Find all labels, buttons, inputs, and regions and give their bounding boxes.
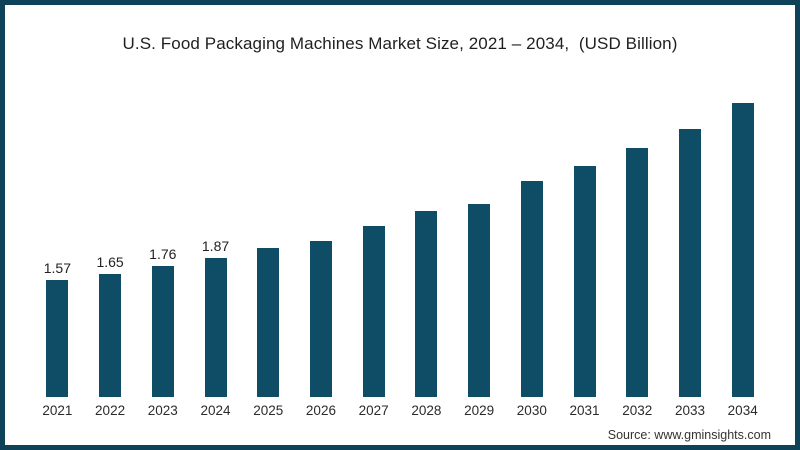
bar-value-label: 1.65: [96, 254, 124, 270]
x-axis-label: 2025: [253, 403, 284, 418]
bar-2031: [573, 166, 596, 397]
x-axis-label: 2033: [674, 403, 705, 418]
bar-column-2024: 1.87 2024: [189, 69, 242, 419]
x-axis-label: 2022: [95, 403, 126, 418]
bar-column-2030: 2030: [505, 69, 558, 419]
bar-2034: [731, 103, 754, 397]
bar-value-label: [635, 128, 639, 144]
bar-column-2034: 2034: [716, 69, 769, 419]
bar-2032: [626, 148, 649, 397]
x-axis-label: 2023: [147, 403, 178, 418]
bar-2021: [46, 280, 69, 397]
bar-2024: [204, 258, 227, 397]
bar-column-2021: 1.57 2021: [31, 69, 84, 419]
bar-value-label: [688, 109, 692, 125]
bar-2029: [468, 204, 491, 397]
source-attribution: Source: www.gminsights.com: [607, 428, 771, 442]
bar-column-2028: 2028: [400, 69, 453, 419]
x-axis-label: 2034: [727, 403, 758, 418]
bar-chart: 1.57 2021 1.65 2022 1.76 2023 1.87 2024 2025 20…: [31, 69, 769, 419]
bar-2023: [151, 266, 174, 397]
bar-2027: [362, 226, 385, 397]
chart-title: U.S. Food Packaging Machines Market Size…: [122, 34, 678, 53]
bar-value-label: [266, 228, 270, 244]
bar-value-label: 1.57: [43, 260, 71, 276]
bar-value-label: [424, 191, 428, 207]
bar-2030: [520, 181, 543, 397]
x-axis-label: 2030: [516, 403, 547, 418]
x-axis-label: 2027: [358, 403, 389, 418]
x-axis-label: 2029: [464, 403, 495, 418]
bar-value-label: [372, 206, 376, 222]
x-axis-label: 2028: [411, 403, 442, 418]
bar-2033: [678, 129, 701, 397]
x-axis-label: 2021: [42, 403, 73, 418]
x-axis-label: 2032: [622, 403, 653, 418]
bar-column-2032: 2032: [611, 69, 664, 419]
bar-column-2029: 2029: [453, 69, 506, 419]
bar-value-label: 1.87: [201, 238, 230, 254]
bar-column-2031: 2031: [558, 69, 611, 419]
bar-column-2033: 2033: [664, 69, 717, 419]
bar-column-2027: 2027: [347, 69, 400, 419]
x-axis-label: 2026: [305, 403, 336, 418]
x-axis-label: 2031: [569, 403, 600, 418]
bar-value-label: [319, 221, 323, 237]
bar-value-label: [741, 83, 745, 99]
bar-2022: [99, 274, 122, 397]
x-axis-label: 2024: [200, 403, 231, 418]
bar-column-2025: 2025: [242, 69, 295, 419]
bar-2025: [257, 248, 280, 397]
bar-2028: [415, 211, 438, 397]
bar-value-label: 1.76: [149, 246, 177, 262]
bar-value-label: [530, 161, 534, 177]
bar-2026: [309, 241, 332, 397]
bar-column-2023: 1.76 2023: [136, 69, 189, 419]
bar-value-label: [583, 146, 587, 162]
bar-value-label: [477, 184, 481, 200]
bar-column-2026: 2026: [295, 69, 348, 419]
bar-column-2022: 1.65 2022: [84, 69, 137, 419]
